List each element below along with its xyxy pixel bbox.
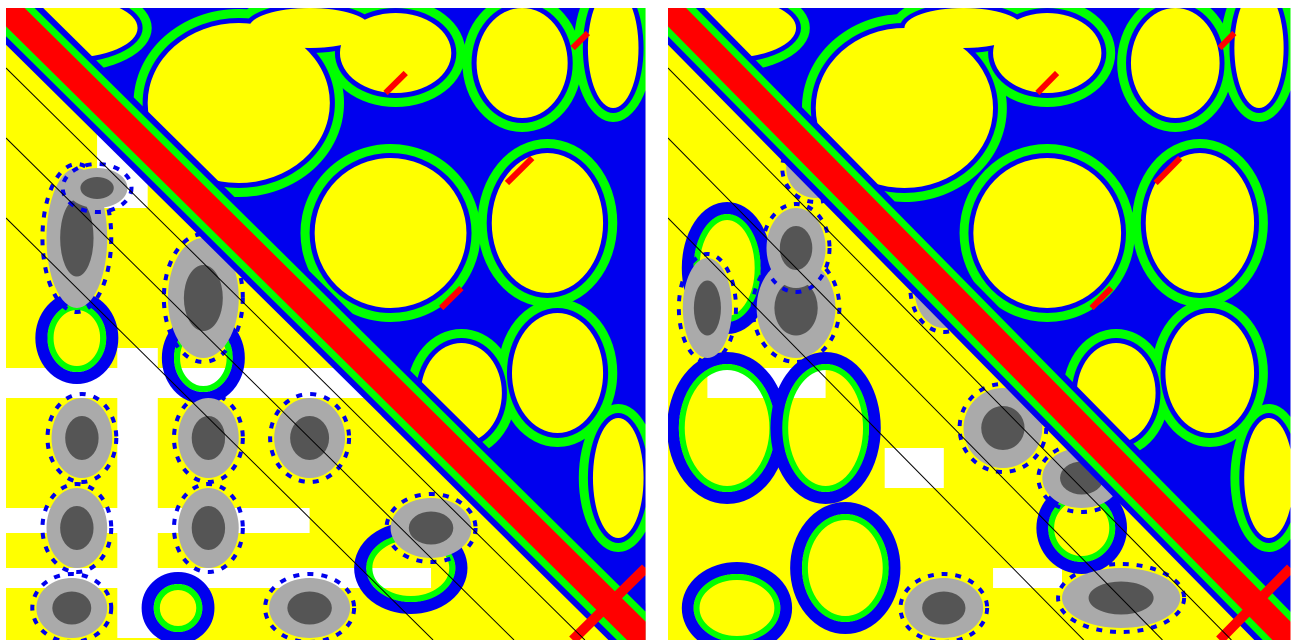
diag-red <box>6 8 646 640</box>
dark-blob <box>922 591 966 625</box>
dark-blob <box>408 511 454 545</box>
contact-map-right <box>668 8 1291 640</box>
dark-blob <box>693 280 721 336</box>
empty-region <box>1130 8 1220 118</box>
empty-region <box>973 158 1122 308</box>
empty-region <box>592 418 644 538</box>
guide-line <box>668 137 1163 640</box>
grey-blob-edge <box>676 252 738 364</box>
diagonal <box>6 8 646 640</box>
red-contacts <box>1153 155 1183 186</box>
diag-red <box>668 8 1291 640</box>
guide-line <box>6 137 515 640</box>
ring-blue <box>141 572 215 640</box>
red-contacts <box>383 70 408 96</box>
contact-map-left <box>6 8 646 640</box>
grey-blob-edge <box>750 252 842 364</box>
dark-blob <box>52 591 92 625</box>
dark-blob <box>779 226 813 270</box>
grey-blob-edge <box>161 232 245 364</box>
empty-region <box>511 313 604 433</box>
empty-region <box>587 8 639 108</box>
ring-blue <box>681 562 793 640</box>
empty-region <box>904 8 1023 48</box>
empty-region <box>1244 418 1291 538</box>
empty-region <box>1234 8 1284 108</box>
ring-green <box>693 574 781 640</box>
grey-blob-edge <box>40 482 114 574</box>
red-contacts <box>504 155 535 186</box>
empty-region <box>314 158 467 308</box>
red-contacts <box>570 30 591 51</box>
red-contacts <box>1035 70 1060 96</box>
ring-green <box>782 364 869 492</box>
anti-diag-red <box>569 564 646 640</box>
ring-blue <box>790 502 901 634</box>
dark-blob <box>60 506 94 550</box>
grey-blob-edge <box>30 572 114 640</box>
grey-blob-edge <box>1056 562 1187 634</box>
grey-blob-edge <box>263 572 357 640</box>
ring-green <box>153 584 203 632</box>
grey-blob-edge <box>384 492 478 564</box>
dark-blob <box>774 280 818 336</box>
empty-region <box>476 8 568 118</box>
dark-blob <box>191 416 226 460</box>
dark-blob <box>65 416 99 460</box>
empty-region <box>815 28 994 188</box>
grey-blob-edge <box>45 392 119 484</box>
grey-blob-edge <box>268 392 352 484</box>
red-contacts <box>1217 30 1237 51</box>
grey-blob-edge <box>171 482 245 574</box>
dark-blob <box>60 199 94 277</box>
grey-blob-edge <box>898 572 990 640</box>
diagonal <box>668 8 1291 640</box>
dark-blob <box>287 591 332 625</box>
dark-blob <box>80 177 114 199</box>
guide-line <box>6 217 434 640</box>
guide-line <box>668 217 1085 640</box>
guide-line <box>6 67 586 640</box>
empty-region <box>1165 313 1255 433</box>
ring-green <box>801 514 889 622</box>
empty-region <box>1145 153 1255 293</box>
empty-region <box>147 23 330 183</box>
grey-blob-edge <box>40 162 114 314</box>
red-contacts <box>1089 285 1114 311</box>
empty-region <box>491 153 604 293</box>
anti-diag-red <box>1216 564 1291 640</box>
dark-blob <box>981 406 1025 450</box>
grey-blob-edge <box>760 202 832 294</box>
grey-blob-edge <box>60 162 134 214</box>
red-contacts <box>439 285 464 311</box>
empty-region <box>248 8 371 48</box>
guide-line <box>668 67 1232 640</box>
dark-blob <box>183 265 223 331</box>
dark-blob <box>191 506 226 550</box>
white-streak <box>993 568 1062 588</box>
